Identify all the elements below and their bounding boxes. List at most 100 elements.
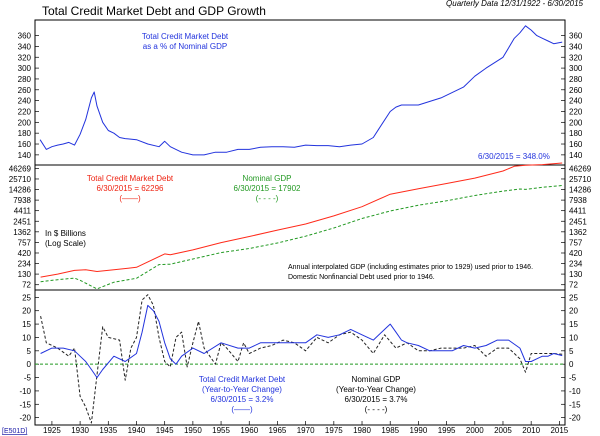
- growth-gdp-series-line: [40, 294, 563, 424]
- growth-debt-annotation: Total Credit Market Debt (Year-to-Year Ch…: [199, 375, 286, 414]
- xtick-label: 1965: [269, 426, 287, 435]
- source-code-link[interactable]: [E501D]: [2, 428, 27, 435]
- growth-ytick-label-right: 10: [569, 333, 578, 342]
- ratio-ytick-label-right: 300: [569, 64, 583, 73]
- xtick-label: 1955: [212, 426, 230, 435]
- levels-ytick-label-right: 1362: [569, 228, 587, 237]
- xtick-label: 1930: [71, 426, 89, 435]
- xtick-label: 2010: [522, 426, 540, 435]
- xtick-label: 1940: [128, 426, 146, 435]
- growth-ytick-label-left: 25: [22, 293, 31, 302]
- levels-ytick-label-right: 25710: [569, 175, 592, 184]
- growth-ytick-label-right: -15: [569, 400, 581, 409]
- levels-ytick-label-right: 72: [569, 281, 578, 290]
- levels-debt-series-line: [40, 162, 563, 278]
- ratio-ytick-label-left: 140: [18, 151, 32, 160]
- xtick-label: 1995: [438, 426, 456, 435]
- ratio-ytick-label-right: 200: [569, 118, 583, 127]
- xtick-label: 2000: [466, 426, 484, 435]
- xtick-label: 1970: [297, 426, 315, 435]
- levels-ytick-label-right: 46269: [569, 164, 592, 173]
- growth-ytick-label-left: 20: [22, 307, 31, 316]
- xtick-label: 1975: [325, 426, 343, 435]
- ratio-last-value-label: 6/30/2015 = 348.0%: [478, 152, 550, 161]
- levels-ytick-label-left: 234: [18, 260, 32, 269]
- ratio-ytick-label-right: 340: [569, 42, 583, 51]
- ratio-series-line: [39, 25, 563, 156]
- xtick-label: 1990: [410, 426, 428, 435]
- levels-ytick-label-left: 130: [18, 270, 32, 279]
- plot-frame: [34, 19, 566, 426]
- levels-debt-annotation: Total Credit Market Debt 6/30/2015 = 6229…: [87, 174, 174, 203]
- xtick-label: 1945: [156, 426, 174, 435]
- levels-ytick-label-left: 1362: [13, 228, 31, 237]
- ratio-ytick-label-left: 200: [18, 118, 32, 127]
- growth-ytick-label-right: 5: [569, 347, 574, 356]
- xtick-label: 1950: [184, 426, 202, 435]
- xtick-label: 1960: [240, 426, 258, 435]
- growth-gdp-annotation: Nominal GDP (Year-to-Year Change) 6/30/201…: [336, 375, 416, 414]
- growth-ytick-label-right: -10: [569, 387, 581, 396]
- xtick-label: 1925: [43, 426, 61, 435]
- xtick-label: 1935: [99, 426, 117, 435]
- chart-subtitle: Quarterly Data 12/31/1922 - 6/30/2015: [446, 0, 584, 8]
- growth-ytick-label-right: -20: [569, 414, 581, 423]
- ratio-ytick-label-left: 160: [18, 140, 32, 149]
- levels-ytick-label-left: 4411: [14, 207, 32, 216]
- growth-ytick-label-left: -10: [19, 387, 31, 396]
- ratio-ytick-label-right: 280: [569, 75, 583, 84]
- ratio-ytick-label-right: 140: [569, 151, 583, 160]
- levels-gdp-annotation: Nominal GDP 6/30/2015 = 17902 (- - - -): [234, 174, 302, 203]
- ratio-ytick-label-left: 240: [18, 97, 32, 106]
- levels-ytick-label-right: 4411: [569, 207, 587, 216]
- levels-ytick-label-right: 130: [569, 270, 583, 279]
- levels-ytick-label-left: 14286: [9, 186, 32, 195]
- growth-ytick-label-left: -15: [19, 400, 31, 409]
- levels-ytick-label-left: 72: [22, 281, 31, 290]
- levels-ytick-label-right: 757: [569, 238, 583, 247]
- ratio-ytick-label-left: 360: [18, 32, 32, 41]
- growth-ytick-label-left: -5: [24, 374, 32, 383]
- ratio-ytick-label-left: 300: [18, 64, 32, 73]
- xtick-label: 2005: [494, 426, 512, 435]
- levels-ytick-label-left: 46269: [9, 164, 32, 173]
- ratio-ytick-label-left: 340: [18, 42, 32, 51]
- growth-ytick-label-right: -5: [569, 374, 577, 383]
- ratio-ytick-label-right: 240: [569, 97, 583, 106]
- growth-ytick-label-right: 20: [569, 307, 578, 316]
- ratio-ytick-label-left: 280: [18, 75, 32, 84]
- ratio-ytick-label-left: 220: [18, 107, 32, 116]
- xtick-label: 1980: [353, 426, 371, 435]
- ratio-ytick-label-left: 320: [18, 53, 32, 62]
- levels-note: Annual interpolated GDP (including estim…: [288, 264, 533, 281]
- growth-ytick-label-right: 0: [569, 360, 574, 369]
- growth-ytick-label-left: 10: [22, 333, 31, 342]
- levels-ytick-label-left: 420: [18, 249, 32, 258]
- ratio-ytick-label-right: 180: [569, 129, 583, 138]
- ratio-ytick-label-right: 260: [569, 86, 583, 95]
- chart-title: Total Credit Market Debt and GDP Growth: [42, 4, 266, 18]
- xtick-label: 1985: [381, 426, 399, 435]
- ratio-ytick-label-right: 360: [569, 32, 583, 41]
- ratio-ytick-label-right: 220: [569, 107, 583, 116]
- levels-ytick-label-right: 14286: [569, 186, 592, 195]
- ratio-ytick-label-left: 180: [18, 129, 32, 138]
- growth-ytick-label-right: 15: [569, 320, 578, 329]
- growth-ytick-label-left: 15: [22, 320, 31, 329]
- growth-ytick-label-left: 0: [27, 360, 32, 369]
- growth-debt-series-line: [40, 304, 563, 379]
- growth-ytick-label-left: -20: [19, 414, 31, 423]
- levels-ytick-label-left: 25710: [9, 175, 32, 184]
- levels-ytick-label-left: 2451: [13, 217, 31, 226]
- ratio-ytick-label-left: 260: [18, 86, 32, 95]
- growth-ytick-label-right: 25: [569, 293, 578, 302]
- levels-unit-label: In $ Billions (Log Scale): [45, 229, 86, 248]
- levels-ytick-label-right: 2451: [569, 217, 587, 226]
- levels-ytick-label-left: 757: [18, 238, 32, 247]
- levels-ytick-label-right: 420: [569, 249, 583, 258]
- levels-ytick-label-right: 7938: [569, 196, 587, 205]
- levels-ytick-label-left: 7938: [13, 196, 31, 205]
- levels-gdp-series-line: [40, 185, 563, 290]
- ratio-panel-label: Total Credit Market Debt as a % of Nomina…: [142, 32, 229, 51]
